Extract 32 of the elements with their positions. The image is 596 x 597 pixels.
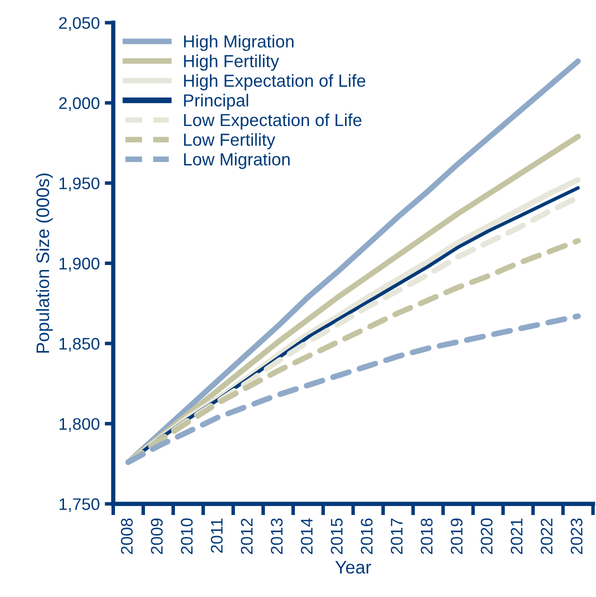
x-tick-label: 2009: [150, 518, 163, 554]
x-tick-label: 2017: [390, 518, 403, 554]
x-tick-label: 2012: [240, 518, 253, 554]
x-tick-label: 2008: [120, 518, 133, 554]
y-tick-label: 1,900: [60, 258, 100, 272]
x-tick-label: 2021: [510, 518, 523, 554]
legend-label: Principal: [184, 94, 248, 110]
y-tick-label: 2,050: [59, 17, 100, 31]
y-tick-label: 1,750: [60, 498, 100, 512]
y-tick-label: 1,950: [60, 177, 100, 192]
x-axis-title: Year: [335, 561, 372, 574]
legend-label: Low Migration: [184, 152, 290, 169]
x-tick-label: 2013: [270, 518, 283, 554]
x-tick-label: 2022: [540, 518, 553, 554]
x-tick-label: 2018: [420, 518, 433, 554]
y-tick-label: 1,800: [60, 418, 100, 432]
x-tick-label: 2020: [480, 518, 493, 554]
y-tick-label: 2,000: [59, 97, 100, 112]
x-tick-label: 2015: [330, 518, 343, 554]
legend-label: High Migration: [184, 34, 294, 52]
x-tick-label: 2010: [180, 518, 193, 554]
y-tick-label: 1,850: [60, 338, 100, 352]
legend-label: High Fertility: [184, 54, 280, 71]
legend-label: Low Expectation of Life: [184, 113, 362, 130]
y-axis-title: Population Size (000s): [36, 174, 53, 353]
x-tick-label: 2023: [570, 518, 582, 554]
x-tick-label: 2011: [210, 518, 223, 553]
legend-label: Low Fertility: [184, 133, 276, 150]
x-tick-label: 2019: [450, 518, 463, 554]
legend-label: High Expectation of Life: [184, 74, 366, 90]
x-tick-label: 2016: [360, 518, 373, 554]
x-tick-label: 2014: [300, 518, 313, 554]
